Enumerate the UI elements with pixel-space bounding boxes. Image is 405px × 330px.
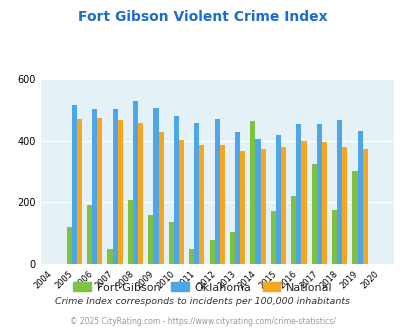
Bar bbox=[290, 196, 296, 264]
Bar bbox=[219, 145, 224, 264]
Bar bbox=[112, 109, 117, 264]
Bar bbox=[133, 101, 138, 264]
Text: Crime Index corresponds to incidents per 100,000 inhabitants: Crime Index corresponds to incidents per… bbox=[55, 297, 350, 307]
Bar bbox=[107, 248, 112, 264]
Bar bbox=[87, 206, 92, 264]
Bar bbox=[209, 240, 214, 264]
Bar bbox=[194, 123, 199, 264]
Bar bbox=[214, 118, 219, 264]
Bar bbox=[97, 118, 102, 264]
Bar bbox=[331, 210, 336, 264]
Bar bbox=[229, 232, 234, 264]
Bar bbox=[275, 135, 280, 264]
Bar bbox=[296, 124, 301, 264]
Bar bbox=[255, 139, 260, 264]
Bar bbox=[234, 132, 240, 264]
Bar bbox=[138, 123, 143, 264]
Bar bbox=[148, 215, 153, 264]
Bar bbox=[189, 248, 194, 264]
Bar bbox=[250, 121, 255, 264]
Bar bbox=[240, 151, 245, 264]
Bar bbox=[158, 132, 163, 264]
Bar bbox=[66, 227, 72, 264]
Bar bbox=[168, 222, 173, 264]
Bar bbox=[173, 115, 179, 264]
Bar bbox=[341, 147, 347, 264]
Legend: Fort Gibson, Oklahoma, National: Fort Gibson, Oklahoma, National bbox=[69, 278, 336, 297]
Bar bbox=[92, 109, 97, 264]
Bar bbox=[128, 200, 133, 264]
Bar bbox=[336, 120, 341, 264]
Text: Fort Gibson Violent Crime Index: Fort Gibson Violent Crime Index bbox=[78, 10, 327, 24]
Text: © 2025 CityRating.com - https://www.cityrating.com/crime-statistics/: © 2025 CityRating.com - https://www.city… bbox=[70, 317, 335, 326]
Bar bbox=[72, 105, 77, 264]
Bar bbox=[311, 164, 316, 264]
Bar bbox=[199, 145, 204, 264]
Bar bbox=[362, 148, 367, 264]
Bar bbox=[153, 109, 158, 264]
Bar bbox=[352, 171, 357, 264]
Bar bbox=[77, 119, 82, 264]
Bar bbox=[321, 142, 326, 264]
Bar bbox=[280, 147, 286, 264]
Bar bbox=[260, 149, 265, 264]
Bar bbox=[357, 131, 362, 264]
Bar bbox=[270, 211, 275, 264]
Bar bbox=[316, 124, 321, 264]
Bar bbox=[179, 140, 183, 264]
Bar bbox=[117, 120, 122, 264]
Bar bbox=[301, 142, 306, 264]
